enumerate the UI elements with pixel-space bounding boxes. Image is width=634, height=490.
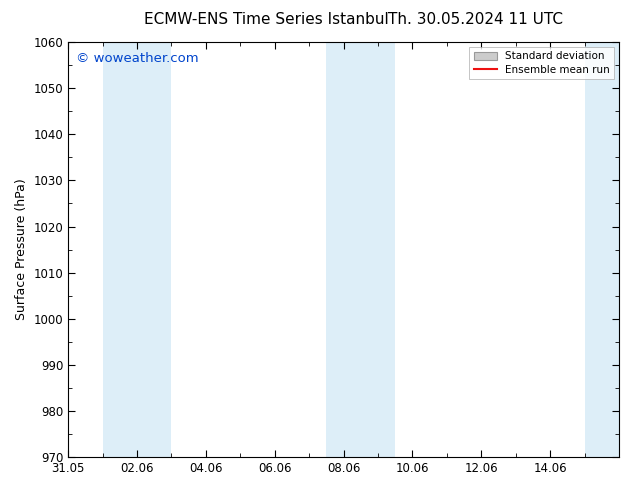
Text: ECMW-ENS Time Series Istanbul: ECMW-ENS Time Series Istanbul [144,12,389,27]
Text: © woweather.com: © woweather.com [77,52,199,66]
Text: Th. 30.05.2024 11 UTC: Th. 30.05.2024 11 UTC [388,12,563,27]
Y-axis label: Surface Pressure (hPa): Surface Pressure (hPa) [15,179,28,320]
Bar [103,42,171,457]
Bar [585,42,619,457]
Bar [327,42,395,457]
Legend: Standard deviation, Ensemble mean run: Standard deviation, Ensemble mean run [469,47,614,79]
